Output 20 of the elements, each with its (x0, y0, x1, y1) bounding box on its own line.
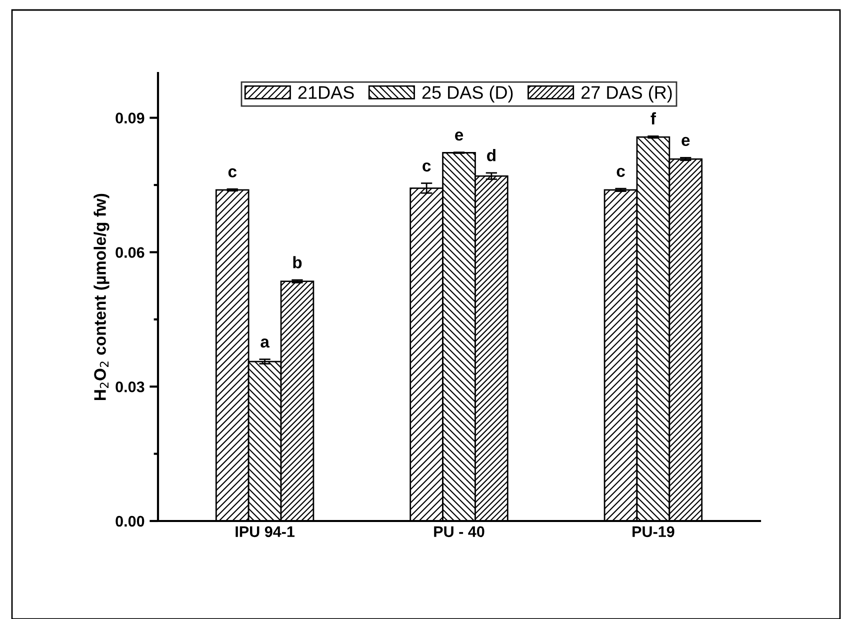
legend-label: 27 DAS (R) (582, 86, 672, 102)
x-tick-label: IPU 94-1 (236, 526, 295, 538)
data-label: f (650, 112, 656, 124)
x-tick-label: PU-19 (632, 526, 674, 538)
data-label: c (616, 168, 625, 177)
legend-label: 25 DAS (D) (422, 86, 513, 102)
legend-label: 21DAS (298, 86, 354, 99)
y-tick-label: 0.06 (116, 247, 144, 258)
data-label: b (293, 256, 302, 268)
y-tick-label: 0.00 (116, 516, 144, 527)
data-label: c (422, 162, 431, 172)
y-tick-label: 0.09 (116, 112, 144, 124)
y-axis-title: H$_{2}$O$_{2}$ content (µmole/g fw) (94, 194, 110, 400)
data-label: e (682, 136, 690, 146)
data-label: e (455, 132, 464, 141)
y-tick-label: 0.03 (116, 381, 144, 392)
data-label: d (487, 149, 496, 162)
data-label: c (228, 168, 237, 178)
data-label: a (260, 338, 270, 348)
x-tick-label: PU - 40 (434, 526, 484, 538)
